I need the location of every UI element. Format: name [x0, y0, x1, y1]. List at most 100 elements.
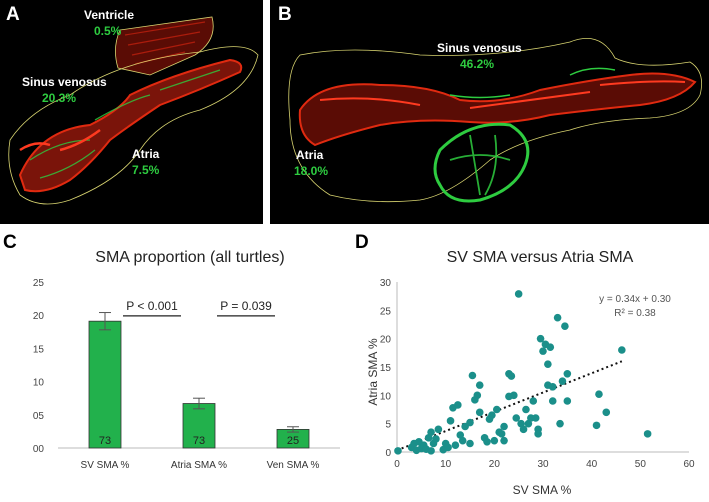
atria-green-tissue: [433, 122, 530, 203]
bar-y-tick-label: 10: [33, 378, 45, 389]
bar-y-tick-label: 25: [33, 278, 45, 289]
sinus-venosus-b-pct: 46.2%: [460, 57, 495, 71]
panel-b-tissue: [298, 72, 697, 147]
scatter-point: [553, 313, 562, 322]
scatter-point: [618, 346, 626, 354]
scatter-y-axis-label: Atria SMA %: [366, 338, 380, 406]
scatter-point: [483, 438, 491, 446]
scatter-point: [602, 408, 611, 417]
panel-b-label: B: [278, 4, 292, 25]
bar-count-label: 73: [99, 435, 111, 447]
scatter-y-tick-label: 20: [380, 335, 392, 346]
scatter-point: [529, 397, 538, 405]
scatter-point: [500, 422, 508, 431]
panel-a-label: A: [6, 4, 20, 25]
atria-b-label: Atria: [296, 148, 324, 162]
scatter-point: [488, 411, 496, 419]
bar-category-label: Atria SMA %: [171, 460, 227, 471]
sinus-venosus-a-label: Sinus venosus: [22, 75, 107, 89]
scatter-r-squared: R² = 0.38: [614, 308, 656, 319]
scatter-point: [563, 397, 572, 405]
scatter-point: [434, 425, 443, 434]
ventricle-tissue: [115, 16, 214, 76]
scatter-x-tick-label: 60: [683, 459, 695, 470]
scatter-point: [451, 441, 460, 449]
scatter-point: [558, 377, 567, 385]
scatter-point: [548, 397, 557, 405]
scatter-point: [490, 436, 499, 445]
panel-b-tissue-drawing: [288, 38, 703, 203]
bar-y-tick-label: 20: [33, 311, 45, 322]
scatter-point: [456, 431, 465, 439]
scatter-point: [539, 347, 547, 355]
scatter-point: [548, 383, 557, 391]
scatter-y-tick-label: 30: [380, 278, 392, 289]
scatter-x-tick-label: 0: [394, 459, 400, 470]
bar-chart-title: SMA proportion (all turtles): [95, 249, 284, 266]
atria-a-label: Atria: [132, 147, 160, 161]
bar-chart: SMA proportion (all turtles) 00 05 10 15 20 2…: [33, 249, 340, 471]
scatter-point: [534, 430, 542, 438]
scatter-point: [446, 417, 455, 425]
scatter-point: [517, 419, 525, 428]
scatter-y-tick-label: 15: [380, 363, 392, 374]
scatter-point: [595, 390, 603, 398]
scatter-point: [492, 405, 501, 414]
scatter-point: [522, 405, 530, 414]
panel-d-label: D: [355, 232, 369, 253]
bar-y-tick-label: 00: [33, 444, 45, 455]
scatter-point: [432, 435, 440, 443]
scatter-point: [424, 434, 433, 442]
scatter-equation: y = 0.34x + 0.30: [599, 294, 671, 305]
scatter-point: [507, 372, 516, 380]
panel-b-outline: [288, 38, 703, 203]
bar-y-tick-label: 15: [33, 344, 45, 355]
sinus-venosus-b-label: Sinus venosus: [437, 41, 522, 55]
panel-a-outline: [8, 46, 259, 205]
scatter-point: [475, 408, 484, 417]
bar-category-label: Ven SMA %: [267, 460, 320, 471]
scatter-point: [592, 421, 601, 430]
panel-b-micrograph: B Sinus venosus 46.2% Atria 18.0%: [270, 0, 709, 224]
scatter-point: [536, 334, 545, 343]
scatter-y-tick-label: 5: [385, 420, 391, 431]
bar-y-tick-label: 05: [33, 411, 45, 422]
scatter-point: [514, 290, 523, 298]
panel-a-tissue-drawing: [8, 16, 259, 205]
scatter-point: [519, 425, 528, 434]
ventricle-label: Ventricle: [84, 8, 135, 22]
significance-label: P < 0.001: [126, 299, 178, 313]
scatter-point: [468, 371, 477, 380]
bar-category-label: SV SMA %: [81, 460, 130, 471]
scatter-point: [556, 419, 564, 428]
panel-a-tissue: [18, 58, 243, 193]
scatter-point: [497, 430, 506, 438]
scatter-chart: SV SMA versus Atria SMA y = 0.34x + 0.30…: [366, 249, 695, 497]
scatter-point: [466, 418, 474, 427]
atria-a-pct: 7.5%: [132, 163, 160, 177]
scatter-point: [546, 343, 555, 351]
scatter-point: [475, 381, 484, 389]
scatter-point: [458, 436, 467, 445]
bar-count-label: 25: [287, 435, 299, 447]
significance-label: P = 0.039: [220, 299, 272, 313]
scatter-y-tick-label: 25: [380, 306, 392, 317]
scatter-point: [427, 447, 435, 455]
scatter-point: [394, 447, 402, 455]
scatter-point: [531, 414, 540, 422]
scatter-y-tick-label: 10: [380, 391, 392, 402]
bar: [88, 320, 122, 449]
scatter-point: [524, 419, 533, 428]
scatter-y-tick-label: 0: [385, 448, 391, 459]
scatter-point: [427, 428, 435, 436]
scatter-point: [466, 439, 474, 448]
scatter-point: [544, 360, 552, 368]
scatter-x-tick-label: 10: [440, 459, 452, 470]
scatter-point: [510, 391, 518, 400]
atria-b-pct: 18.0%: [294, 164, 329, 178]
sinus-venosus-a-pct: 20.3%: [42, 91, 77, 105]
scatter-x-tick-label: 50: [635, 459, 647, 470]
scatter-x-tick-label: 40: [586, 459, 598, 470]
scatter-point: [500, 436, 508, 445]
bar-count-label: 73: [193, 435, 205, 447]
